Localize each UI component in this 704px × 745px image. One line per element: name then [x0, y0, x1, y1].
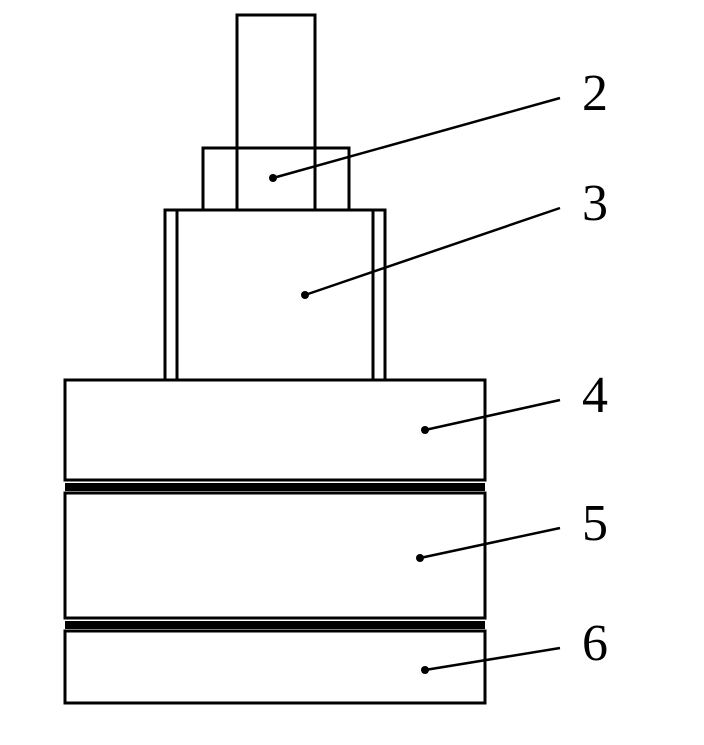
callout-2-label: 2: [582, 65, 608, 122]
callout-6-label: 6: [582, 615, 608, 672]
callout-5-label: 5: [582, 495, 608, 552]
callout-3-label: 3: [582, 175, 608, 232]
block-3-outer: [165, 210, 385, 380]
block-top-stem: [237, 15, 315, 148]
callout-4-label: 4: [582, 367, 608, 424]
callout-2-marker: [269, 174, 277, 182]
callout-6-marker: [421, 666, 429, 674]
callout-4-marker: [421, 426, 429, 434]
callout-3-marker: [301, 291, 309, 299]
block-6: [65, 631, 485, 703]
block-2-left: [203, 148, 237, 210]
callout-5-marker: [416, 554, 424, 562]
